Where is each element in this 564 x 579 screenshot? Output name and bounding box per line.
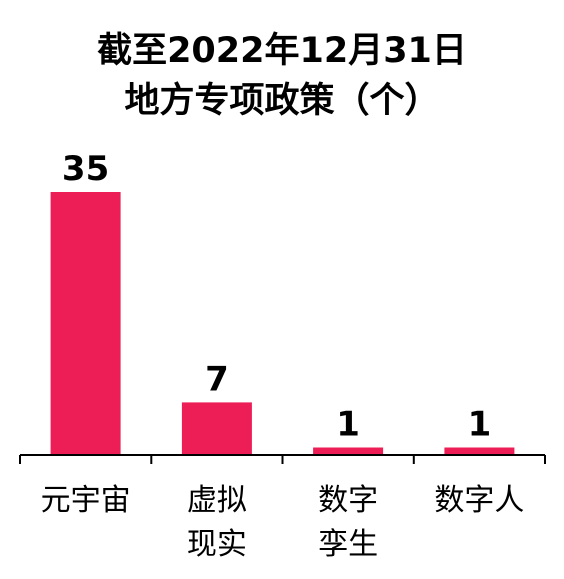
data-labels-layer: 35 7 1 1 (62, 149, 491, 445)
data-label-3: 1 (336, 405, 360, 445)
bar-2 (181, 402, 252, 455)
bar-1 (50, 192, 121, 455)
x-tick-label-2-line-2: 现实 (187, 527, 247, 562)
x-tick-label-1: 元宇宙 (41, 483, 131, 518)
x-tick-label-3-line-2: 孪生 (318, 527, 378, 562)
bars-layer (50, 192, 515, 455)
chart-title-line-1: 截至2022年12月31日 (97, 31, 467, 71)
x-tick-label-3-line-1: 数字 (318, 483, 378, 518)
x-axis (19, 454, 546, 464)
data-label-4: 1 (468, 405, 492, 445)
chart-title-line-2: 地方专项政策（个） (124, 81, 439, 121)
data-label-2: 7 (205, 359, 229, 399)
bar-4 (444, 447, 515, 455)
data-label-1: 35 (62, 149, 109, 189)
x-tick-label-2-line-1: 虚拟 (187, 483, 247, 518)
bar-3 (313, 447, 384, 455)
x-tick-label-4: 数字人 (434, 483, 524, 518)
